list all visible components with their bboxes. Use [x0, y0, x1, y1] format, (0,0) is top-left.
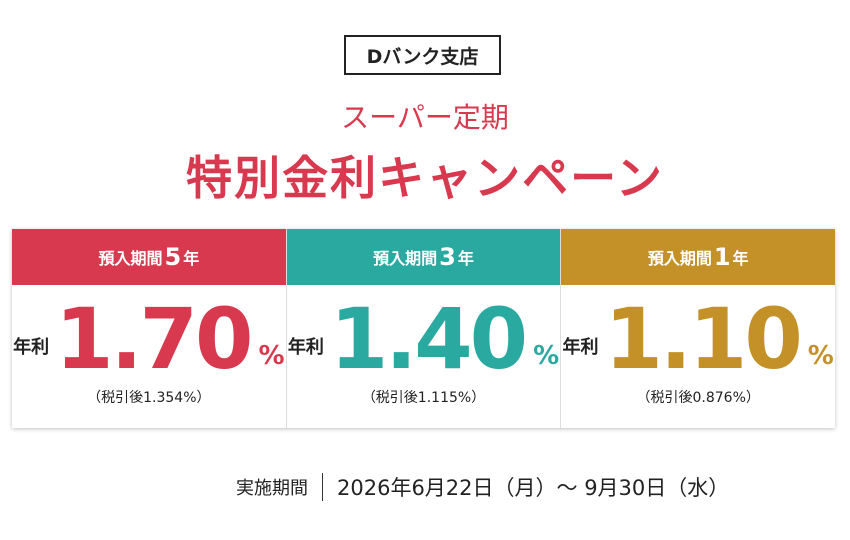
period-dates: 2026年6月22日（月）～ 9月30日（水） — [337, 476, 730, 500]
rate-label: 年利 — [287, 337, 324, 358]
term: 3 — [439, 243, 456, 271]
period-label: 実施期間 — [236, 478, 308, 499]
term-unit: 年 — [183, 249, 200, 268]
rate-cards: 預入期間 5 年年利 1.70% （税引後1.354%） 預入期間 3 年年利 1.40% （税引… — [12, 229, 836, 428]
rate-label: 年利 — [13, 337, 50, 358]
subtitle: スーパー定期 — [341, 101, 509, 134]
rate-line: 年利 1.10% — [561, 293, 835, 385]
branch-badge: Dバンク支店 — [344, 35, 501, 75]
after-tax: （税引後0.876%） — [636, 390, 760, 406]
term-label: 預入期間 — [647, 249, 712, 268]
period: 実施期間 2026年6月22日（月）～ 9月30日（水） — [236, 472, 729, 502]
rate-label: 年利 — [562, 337, 599, 358]
rate-unit: % — [533, 341, 560, 371]
rate: 1.10 — [604, 290, 803, 388]
term-label: 預入期間 — [98, 249, 163, 268]
title: 特別金利キャンペーン — [186, 151, 664, 205]
rate-card: 預入期間 5 年年利 1.70% （税引後1.354%） — [12, 229, 286, 428]
term: 5 — [164, 243, 182, 271]
rate: 1.70 — [55, 290, 253, 388]
rate-unit: % — [807, 341, 834, 371]
rate-unit: % — [258, 341, 285, 371]
rate-card: 預入期間 1 年年利 1.10% （税引後0.876%） — [560, 229, 836, 428]
term-unit: 年 — [457, 249, 474, 268]
rate-card: 預入期間 3 年年利 1.40% （税引後1.115%） — [285, 229, 561, 428]
card-header: 預入期間 5 年 — [12, 229, 286, 285]
separator — [322, 473, 323, 501]
rate: 1.40 — [329, 290, 528, 388]
after-tax: （税引後1.115%） — [361, 390, 486, 406]
rate-line: 年利 1.40% — [287, 293, 561, 385]
rate-line: 年利 1.70% — [12, 293, 286, 385]
term: 1 — [713, 243, 731, 271]
card-header: 預入期間 1 年 — [561, 229, 836, 285]
after-tax: （税引後1.354%） — [87, 390, 211, 406]
card-header: 預入期間 3 年 — [286, 229, 561, 285]
term-unit: 年 — [732, 249, 749, 268]
term-label: 預入期間 — [373, 249, 438, 268]
